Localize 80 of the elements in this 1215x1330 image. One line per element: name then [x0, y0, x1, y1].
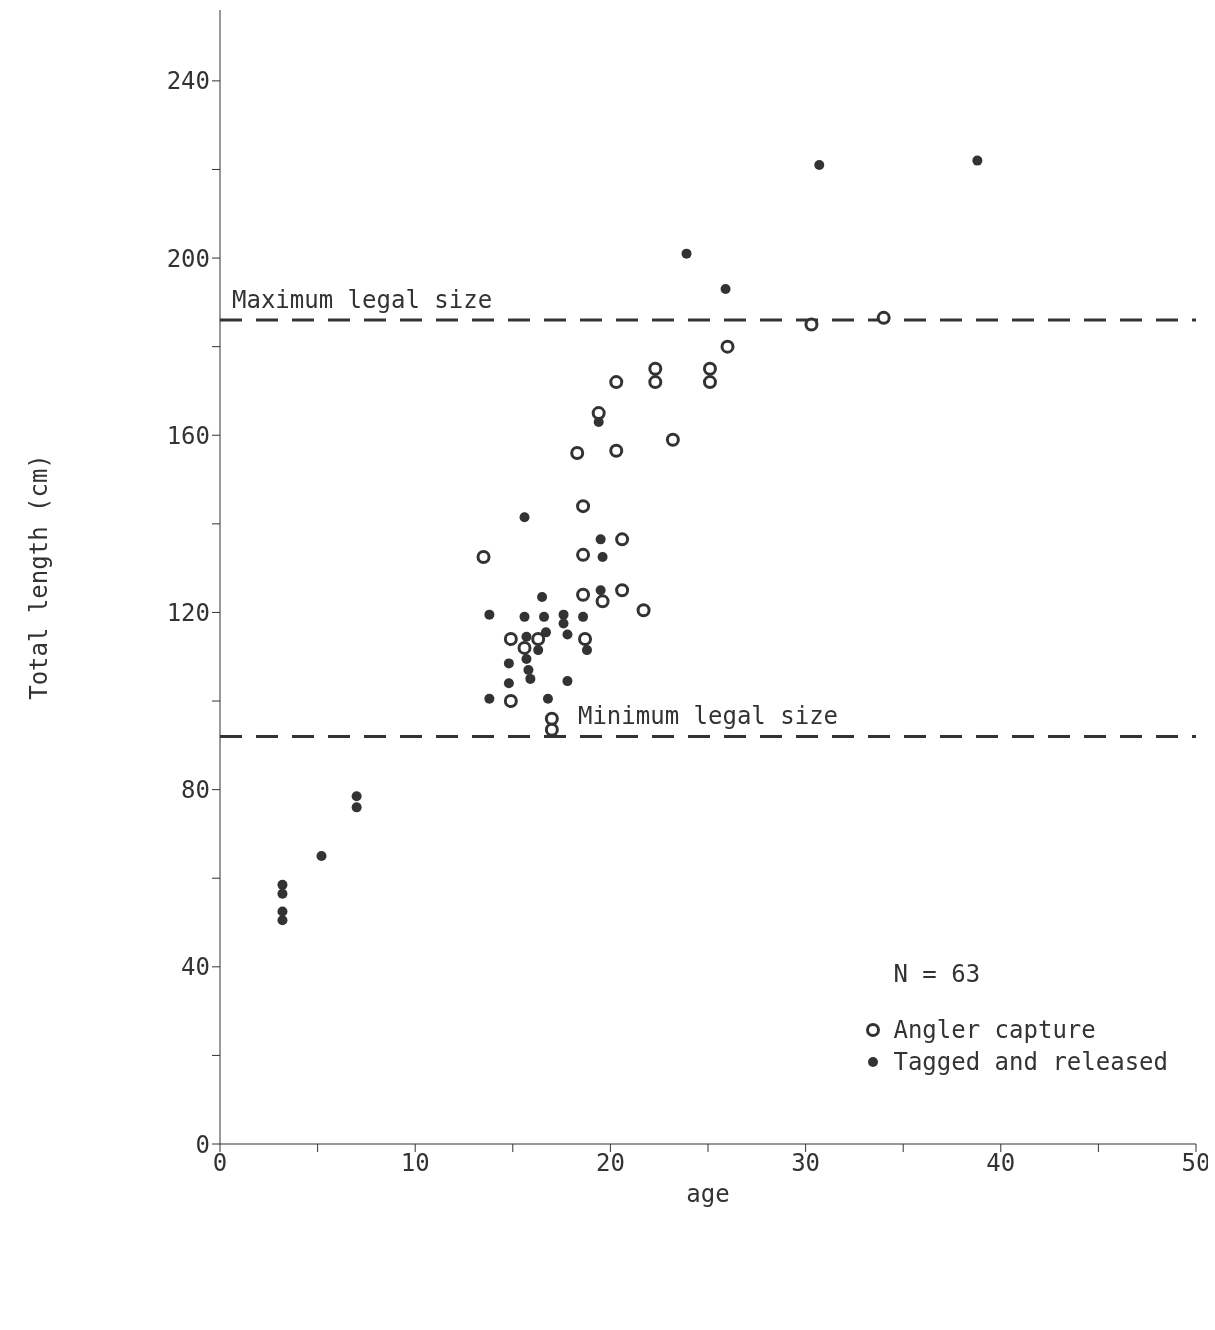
point [720, 339, 735, 354]
point [804, 317, 819, 332]
annotation: N = 63 [893, 960, 982, 988]
point [277, 879, 288, 890]
legend-label: Angler capture [893, 1016, 1096, 1044]
point [595, 534, 606, 545]
point [578, 611, 589, 622]
point [597, 552, 608, 563]
x-tick-label: 10 [400, 1149, 430, 1178]
point [503, 694, 518, 709]
point [876, 310, 891, 325]
point [648, 361, 663, 376]
point [570, 445, 585, 460]
y-tick-label: 160 [166, 421, 210, 450]
point [316, 851, 327, 862]
point [503, 632, 518, 647]
x-tick-label: 20 [595, 1149, 625, 1178]
point [351, 802, 362, 813]
point [595, 585, 606, 596]
x-axis-title: age [686, 1180, 730, 1208]
point [562, 629, 573, 640]
x-tick-label: 0 [212, 1149, 228, 1178]
legend-label: Tagged and released [893, 1048, 1168, 1076]
point [517, 640, 532, 655]
point [665, 432, 680, 447]
point [519, 611, 530, 622]
point [972, 155, 983, 166]
point [533, 645, 544, 656]
point [576, 547, 591, 562]
point [519, 512, 530, 523]
point [542, 693, 553, 704]
y-axis-title: Total length (cm) [24, 454, 53, 700]
point [595, 594, 610, 609]
point [503, 658, 514, 669]
point [537, 591, 548, 602]
point [476, 550, 491, 565]
point [702, 361, 717, 376]
x-tick-label: 30 [791, 1149, 821, 1178]
y-tick-label: 200 [166, 244, 210, 273]
point [558, 609, 569, 620]
point [576, 499, 591, 514]
point [591, 406, 606, 421]
point [503, 678, 514, 689]
point [521, 631, 532, 642]
x-tick-label: 40 [986, 1149, 1016, 1178]
point [702, 375, 717, 390]
point [277, 888, 288, 899]
point [814, 160, 825, 171]
point [609, 375, 624, 390]
point [720, 284, 731, 295]
point [578, 632, 593, 647]
point [351, 791, 362, 802]
point [521, 653, 532, 664]
point [484, 609, 495, 620]
point [544, 711, 559, 726]
ref-line-label: Maximum legal size [232, 286, 493, 315]
point [539, 611, 550, 622]
point [576, 587, 591, 602]
point [562, 676, 573, 687]
point [615, 583, 630, 598]
y-tick-label: 80 [181, 776, 210, 805]
point [581, 645, 592, 656]
point [525, 673, 536, 684]
point [558, 618, 569, 629]
point [615, 532, 630, 547]
point [540, 627, 551, 638]
y-tick-label: 40 [181, 953, 210, 982]
point [648, 375, 663, 390]
point [636, 603, 651, 618]
point [544, 722, 559, 737]
point [609, 443, 624, 458]
point [523, 665, 534, 676]
point [681, 248, 692, 259]
point [484, 693, 495, 704]
y-tick-label: 120 [166, 598, 210, 627]
y-tick-label: 240 [166, 67, 210, 96]
y-tick-label: 0 [195, 1130, 210, 1159]
point [531, 632, 546, 647]
point [277, 915, 288, 926]
ref-line-label: Minimum legal size [577, 702, 839, 731]
